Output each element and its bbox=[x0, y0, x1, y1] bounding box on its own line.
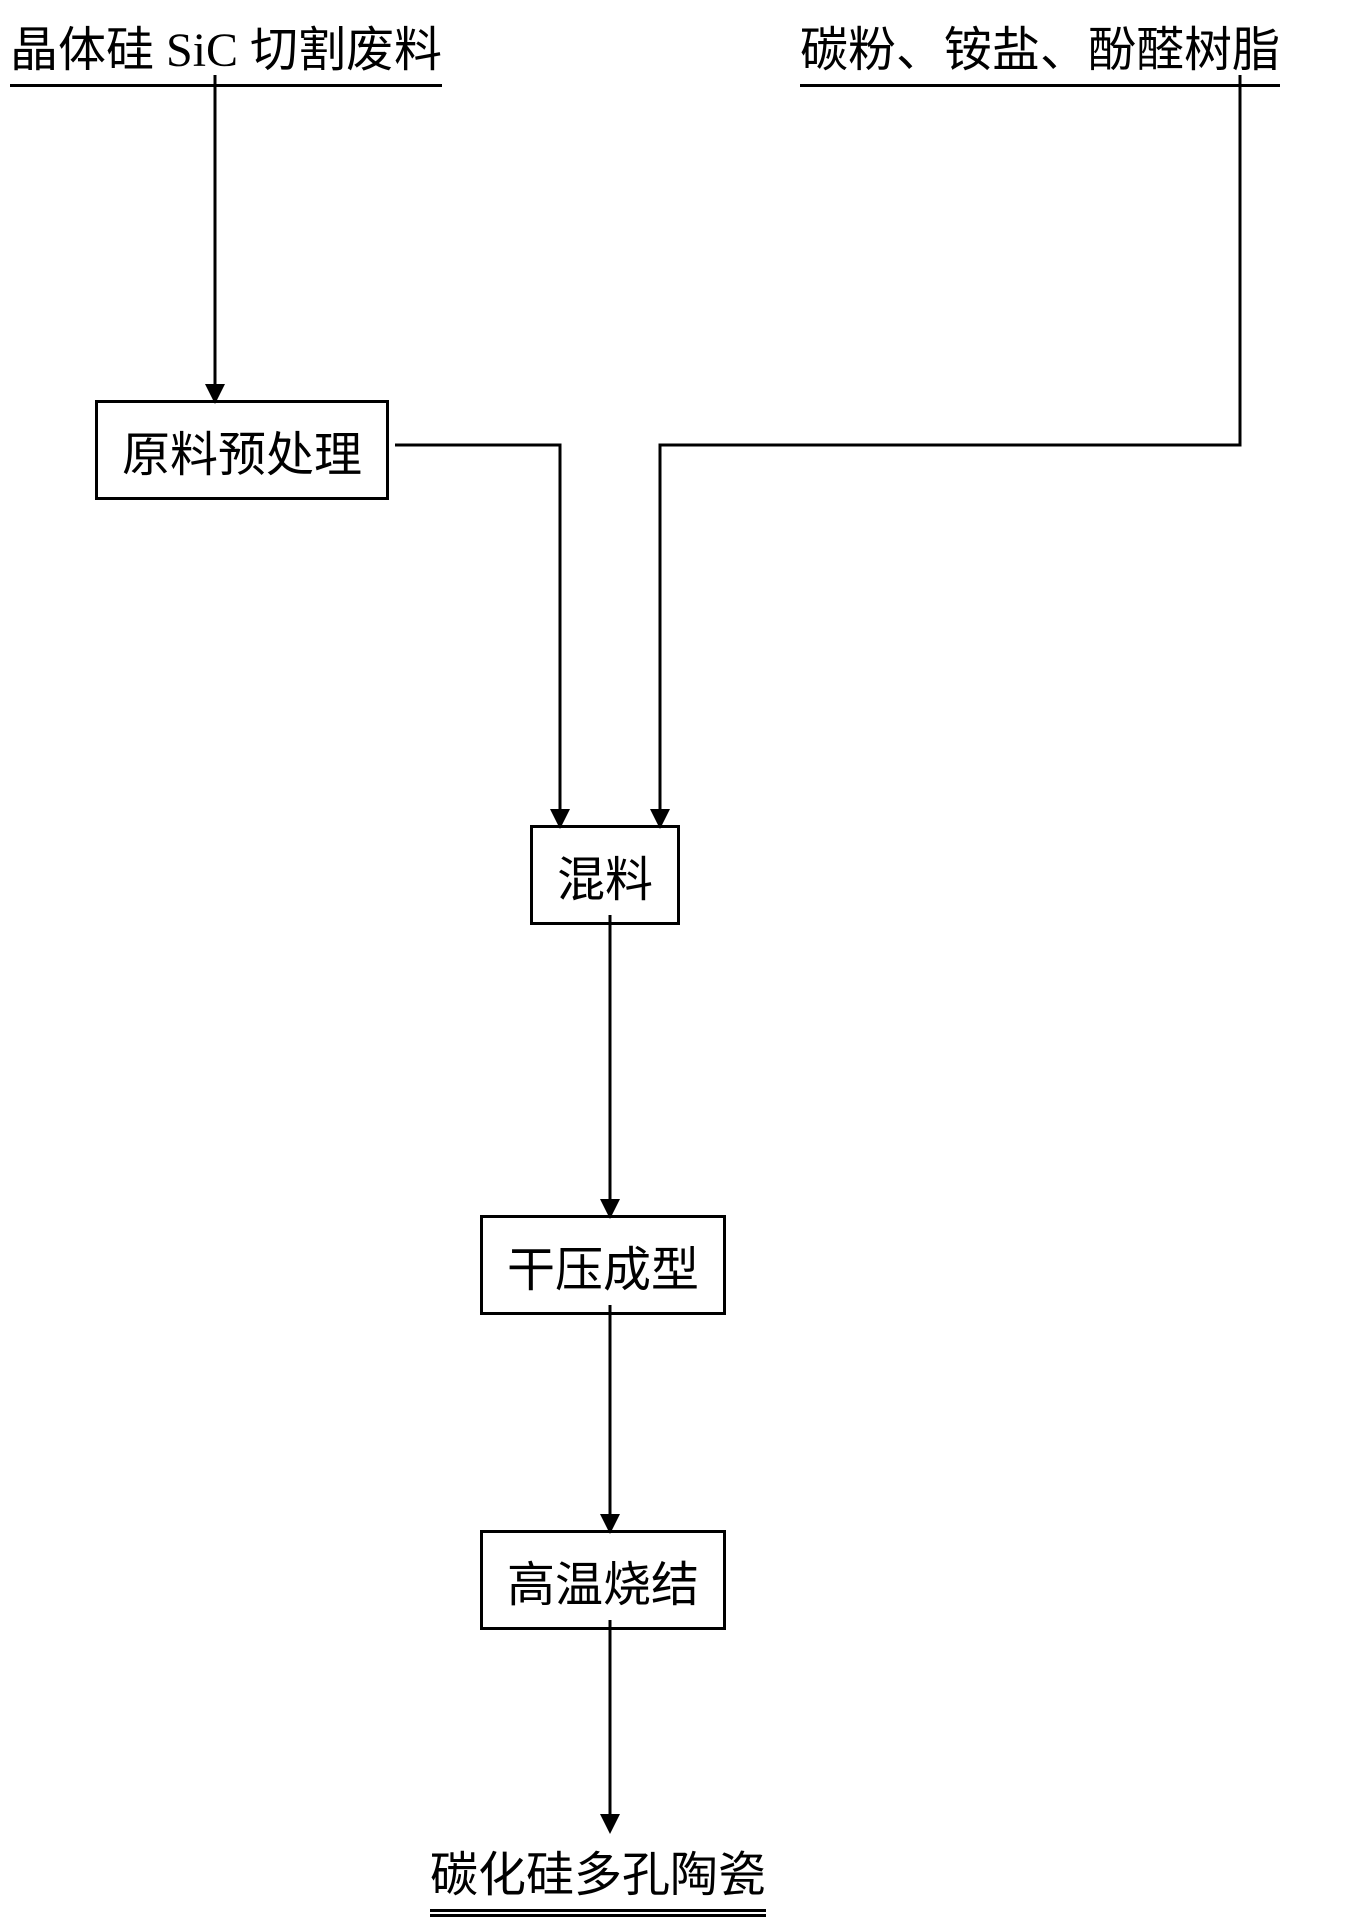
flowchart-canvas: 晶体硅 SiC 切割废料 碳粉、铵盐、酚醛树脂 原料预处理 混料 干压成型 高温… bbox=[0, 0, 1350, 1910]
node-sinter: 高温烧结 bbox=[480, 1530, 726, 1630]
edge-input-right-to-mix bbox=[660, 75, 1240, 825]
node-input-right: 碳粉、铵盐、酚醛树脂 bbox=[800, 10, 1280, 87]
node-pretreat: 原料预处理 bbox=[95, 400, 389, 500]
edge-pretreat-to-mix bbox=[395, 445, 560, 825]
node-input-left: 晶体硅 SiC 切割废料 bbox=[10, 10, 442, 87]
node-output: 碳化硅多孔陶瓷 bbox=[430, 1835, 766, 1917]
node-press: 干压成型 bbox=[480, 1215, 726, 1315]
node-mix: 混料 bbox=[530, 825, 680, 925]
